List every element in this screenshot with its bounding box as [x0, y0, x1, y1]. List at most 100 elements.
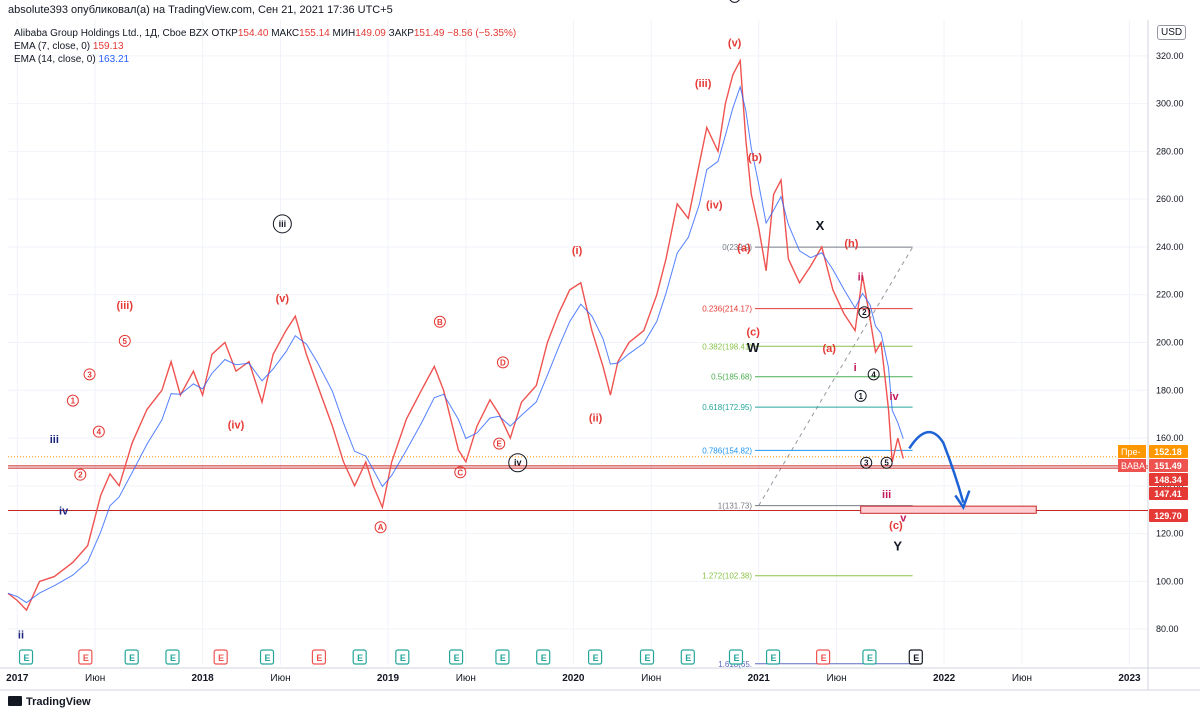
y-tick-label: 200.00: [1156, 338, 1184, 348]
event-marker[interactable]: [495, 649, 510, 665]
fib-level-label: 0(239.9): [722, 243, 752, 252]
x-tick-label: Июн: [826, 673, 846, 684]
wave-label: iii: [50, 434, 59, 446]
price-tag-box: [1149, 473, 1188, 486]
x-tick-label: 2022: [933, 673, 956, 684]
wave-label: (v): [276, 293, 290, 305]
wave-label: iii: [882, 489, 891, 501]
event-marker-label: E: [454, 653, 460, 663]
event-marker[interactable]: [908, 649, 923, 665]
fib-level-label: 0.382(198.41): [702, 342, 752, 351]
price-tag-name: Пре-: [1121, 447, 1140, 457]
currency-button[interactable]: USD: [1157, 25, 1187, 40]
wave-label: ii: [858, 271, 864, 283]
event-marker[interactable]: [18, 649, 34, 665]
wave-label: C: [457, 468, 463, 477]
x-tick-label: 2017: [6, 673, 29, 684]
event-marker-label: E: [867, 653, 873, 663]
x-tick-label: 2020: [562, 673, 585, 684]
wave-label-circle: [374, 521, 387, 534]
close-label: ЗАКР: [388, 28, 414, 39]
wave-label-circle: [860, 456, 873, 469]
chart-legend: Alibaba Group Holdings Ltd., 1Д, Cboe BZ…: [14, 27, 516, 66]
symbol-row: Alibaba Group Holdings Ltd., 1Д, Cboe BZ…: [14, 27, 516, 40]
brand-name: TradingView: [26, 696, 91, 708]
wave-label: 3: [87, 370, 92, 379]
event-marker[interactable]: [165, 649, 180, 665]
fib-level-label: 0.618(172.95): [702, 403, 752, 412]
change-value: −8.56 (−5.35%): [447, 28, 517, 39]
y-tick-label: 100.00: [1156, 576, 1184, 586]
fib-level-label: 1.272(102.38): [702, 572, 752, 581]
event-marker[interactable]: [862, 649, 877, 665]
x-tick-label: 2019: [377, 673, 400, 684]
wave-label-circle: [729, 0, 740, 3]
price-tag-value: 148.34: [1154, 475, 1182, 485]
event-marker[interactable]: [213, 649, 228, 665]
wave-label: 2: [78, 471, 83, 480]
price-tag-box: [1149, 509, 1188, 522]
y-tick-label: 240.00: [1156, 242, 1184, 252]
projection-arrow-head: [954, 490, 971, 511]
event-marker[interactable]: [728, 649, 744, 665]
y-tick-label: 280.00: [1156, 146, 1184, 156]
price-tag-value: 129.70: [1154, 511, 1182, 521]
event-marker[interactable]: [311, 649, 327, 665]
event-marker-label: E: [24, 653, 30, 663]
price-tag-box: [1149, 445, 1188, 458]
price-tag-value: 147.41: [1154, 489, 1182, 499]
y-tick-label: 160.00: [1156, 433, 1184, 443]
event-marker[interactable]: [816, 649, 831, 665]
wave-label: 5: [884, 459, 889, 468]
wave-label: v: [732, 0, 737, 2]
event-marker[interactable]: [448, 649, 464, 665]
x-tick-label: Июн: [270, 673, 290, 684]
high-value: 155.14: [299, 28, 330, 39]
price-tag-box: [1149, 487, 1188, 500]
event-marker[interactable]: [536, 649, 551, 665]
wave-label-circle: [74, 468, 87, 481]
event-marker[interactable]: [259, 649, 275, 665]
event-marker[interactable]: [765, 649, 781, 665]
ema14-value: 163.21: [98, 54, 130, 65]
price-tag-box: [1149, 459, 1188, 472]
wave-label: (iii): [695, 78, 712, 90]
wave-label: (c): [889, 520, 903, 532]
event-marker[interactable]: [124, 649, 139, 665]
wave-label-circle: [272, 214, 292, 234]
ema7-row[interactable]: EMA (7, close, 0) 159.13: [14, 40, 516, 53]
wave-label-circle: [496, 356, 509, 369]
wave-label: (v): [728, 37, 742, 49]
x-tick-label: 2023: [1118, 673, 1141, 684]
wave-label-circle: [454, 466, 467, 479]
event-marker[interactable]: [639, 649, 655, 665]
wave-label: i: [854, 362, 857, 374]
tradingview-logo-icon: [8, 696, 22, 706]
price-tag-name: BABA: [1121, 461, 1145, 471]
event-marker-label: E: [218, 653, 224, 663]
price-series-line[interactable]: [7, 58, 904, 612]
ema14-label: EMA (14, close, 0): [14, 54, 96, 65]
event-marker-label: E: [316, 653, 322, 663]
event-marker[interactable]: [680, 649, 695, 665]
wave-label: (iii): [117, 300, 134, 312]
wave-label: ii: [18, 630, 24, 642]
ema14-row[interactable]: EMA (14, close, 0) 163.21: [14, 53, 516, 66]
event-marker[interactable]: [395, 649, 410, 665]
symbol-title[interactable]: Alibaba Group Holdings Ltd., 1Д, Cboe BZ…: [14, 28, 209, 39]
fib-level-label: 0.5(185.68): [711, 373, 752, 382]
wave-label: 4: [871, 370, 876, 379]
event-marker[interactable]: [352, 649, 367, 665]
event-marker[interactable]: [588, 649, 603, 665]
close-value: 151.49: [413, 28, 445, 39]
event-marker[interactable]: [78, 649, 93, 665]
ema7-value: 159.13: [92, 41, 124, 52]
wave-label: v: [900, 513, 907, 525]
x-tick-label: 2021: [748, 673, 771, 684]
y-tick-label: 320.00: [1156, 51, 1184, 61]
event-marker-label: E: [500, 653, 506, 663]
ema14-line: [7, 85, 904, 604]
wave-label: (h): [844, 238, 858, 250]
wave-label: (iv): [228, 420, 245, 432]
